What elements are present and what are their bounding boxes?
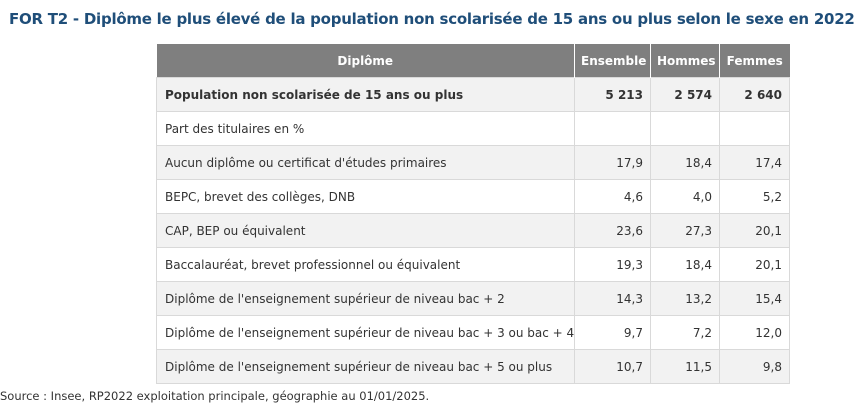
row-label: Population non scolarisée de 15 ans ou p… [156, 77, 575, 112]
row-label: Baccalauréat, brevet professionnel ou éq… [156, 247, 575, 282]
row-label: BEPC, brevet des collèges, DNB [156, 179, 575, 214]
row-label: Aucun diplôme ou certificat d'études pri… [156, 145, 575, 180]
table-row: CAP, BEP ou équivalent 23,6 27,3 20,1 [156, 213, 790, 248]
cell-femmes [719, 111, 790, 146]
cell-femmes: 20,1 [719, 247, 790, 282]
cell-femmes: 20,1 [719, 213, 790, 248]
cell-ensemble: 17,9 [574, 145, 651, 180]
table-row: Population non scolarisée de 15 ans ou p… [156, 77, 790, 112]
cell-ensemble: 9,7 [574, 315, 651, 350]
cell-hommes: 27,3 [650, 213, 720, 248]
row-label: Diplôme de l'enseignement supérieur de n… [156, 349, 575, 384]
table-row: Diplôme de l'enseignement supérieur de n… [156, 281, 790, 316]
cell-ensemble: 10,7 [574, 349, 651, 384]
table-row: BEPC, brevet des collèges, DNB 4,6 4,0 5… [156, 179, 790, 214]
cell-femmes: 17,4 [719, 145, 790, 180]
header-diplome: Diplôme [156, 44, 575, 78]
cell-hommes: 7,2 [650, 315, 720, 350]
cell-ensemble: 23,6 [574, 213, 651, 248]
cell-ensemble: 14,3 [574, 281, 651, 316]
table-row: Aucun diplôme ou certificat d'études pri… [156, 145, 790, 180]
cell-femmes: 2 640 [719, 77, 790, 112]
cell-hommes: 13,2 [650, 281, 720, 316]
cell-femmes: 15,4 [719, 281, 790, 316]
cell-femmes: 5,2 [719, 179, 790, 214]
table-row: Baccalauréat, brevet professionnel ou éq… [156, 247, 790, 282]
table-row: Diplôme de l'enseignement supérieur de n… [156, 315, 790, 350]
table-row: Diplôme de l'enseignement supérieur de n… [156, 349, 790, 384]
cell-hommes [650, 111, 720, 146]
cell-femmes: 12,0 [719, 315, 790, 350]
header-femmes: Femmes [719, 44, 790, 78]
table-row: Part des titulaires en % [156, 111, 790, 146]
cell-hommes: 4,0 [650, 179, 720, 214]
cell-hommes: 2 574 [650, 77, 720, 112]
row-label: Diplôme de l'enseignement supérieur de n… [156, 315, 575, 350]
cell-femmes: 9,8 [719, 349, 790, 384]
row-label: Diplôme de l'enseignement supérieur de n… [156, 281, 575, 316]
cell-ensemble: 19,3 [574, 247, 651, 282]
header-ensemble: Ensemble [574, 44, 651, 78]
header-hommes: Hommes [650, 44, 720, 78]
row-label: Part des titulaires en % [156, 111, 575, 146]
cell-ensemble [574, 111, 651, 146]
table-header-row: Diplôme Ensemble Hommes Femmes [156, 44, 790, 78]
cell-ensemble: 4,6 [574, 179, 651, 214]
cell-hommes: 18,4 [650, 145, 720, 180]
source-note: Source : Insee, RP2022 exploitation prin… [0, 389, 430, 403]
cell-hommes: 11,5 [650, 349, 720, 384]
cell-hommes: 18,4 [650, 247, 720, 282]
row-label: CAP, BEP ou équivalent [156, 213, 575, 248]
diploma-table: Diplôme Ensemble Hommes Femmes Populatio… [156, 44, 790, 384]
cell-ensemble: 5 213 [574, 77, 651, 112]
table-title: FOR T2 - Diplôme le plus élevé de la pop… [9, 10, 855, 28]
